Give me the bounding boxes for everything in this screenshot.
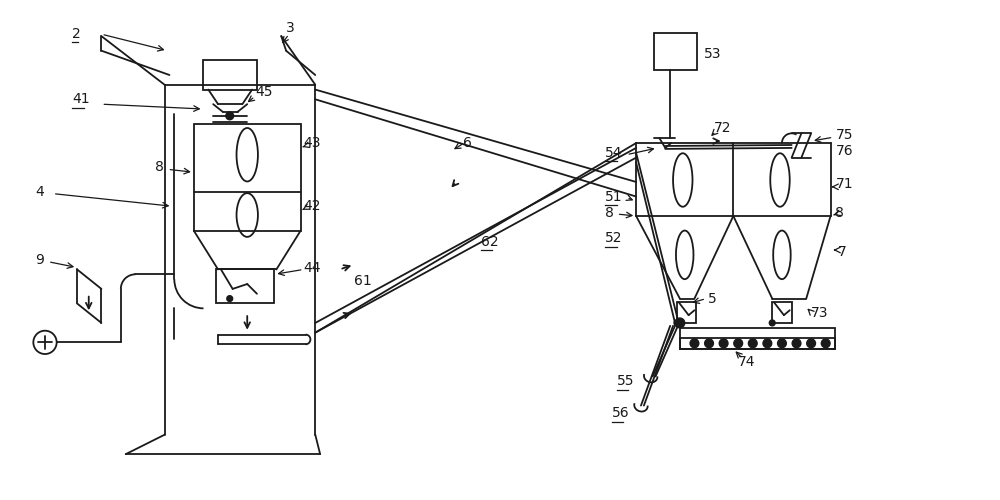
Text: 43: 43 (304, 136, 321, 150)
Circle shape (734, 339, 743, 347)
Text: 61: 61 (354, 274, 372, 288)
Text: 53: 53 (704, 46, 722, 60)
Text: 8: 8 (835, 206, 844, 220)
Circle shape (778, 339, 786, 347)
Circle shape (674, 320, 680, 326)
Text: 54: 54 (605, 146, 623, 160)
Text: 73: 73 (811, 306, 829, 320)
Text: 4: 4 (35, 184, 44, 198)
Circle shape (719, 339, 728, 347)
Text: 41: 41 (72, 92, 90, 106)
Circle shape (227, 296, 233, 302)
Circle shape (763, 339, 772, 347)
Text: 8: 8 (155, 160, 164, 174)
Circle shape (769, 320, 775, 326)
Text: 3: 3 (286, 22, 295, 36)
Text: 44: 44 (304, 260, 321, 274)
Text: 45: 45 (255, 84, 272, 98)
Bar (216, 270, 274, 304)
Text: 8: 8 (605, 206, 614, 220)
Text: 42: 42 (304, 199, 321, 213)
Bar (680, 328, 835, 349)
Text: 74: 74 (738, 355, 756, 369)
Bar (677, 302, 696, 323)
Text: 76: 76 (835, 144, 853, 158)
Text: 62: 62 (481, 235, 498, 249)
Bar (654, 33, 697, 70)
Circle shape (705, 339, 713, 347)
Text: 5: 5 (708, 292, 717, 306)
Circle shape (675, 318, 685, 328)
Text: 55: 55 (617, 374, 634, 388)
Circle shape (792, 339, 801, 347)
Circle shape (807, 339, 815, 347)
Circle shape (226, 112, 234, 120)
Text: 51: 51 (605, 190, 623, 203)
Text: 75: 75 (835, 128, 853, 142)
Text: 71: 71 (835, 177, 853, 191)
Text: 56: 56 (612, 406, 629, 420)
Text: 72: 72 (714, 122, 731, 136)
Text: 7: 7 (838, 245, 847, 259)
Text: 52: 52 (605, 232, 623, 245)
Text: 9: 9 (35, 252, 44, 266)
Circle shape (821, 339, 830, 347)
Circle shape (748, 339, 757, 347)
Circle shape (690, 339, 699, 347)
Text: 2: 2 (72, 27, 81, 41)
Bar (194, 124, 301, 230)
Bar (772, 302, 792, 323)
Text: 6: 6 (463, 136, 472, 150)
Bar (203, 60, 257, 90)
